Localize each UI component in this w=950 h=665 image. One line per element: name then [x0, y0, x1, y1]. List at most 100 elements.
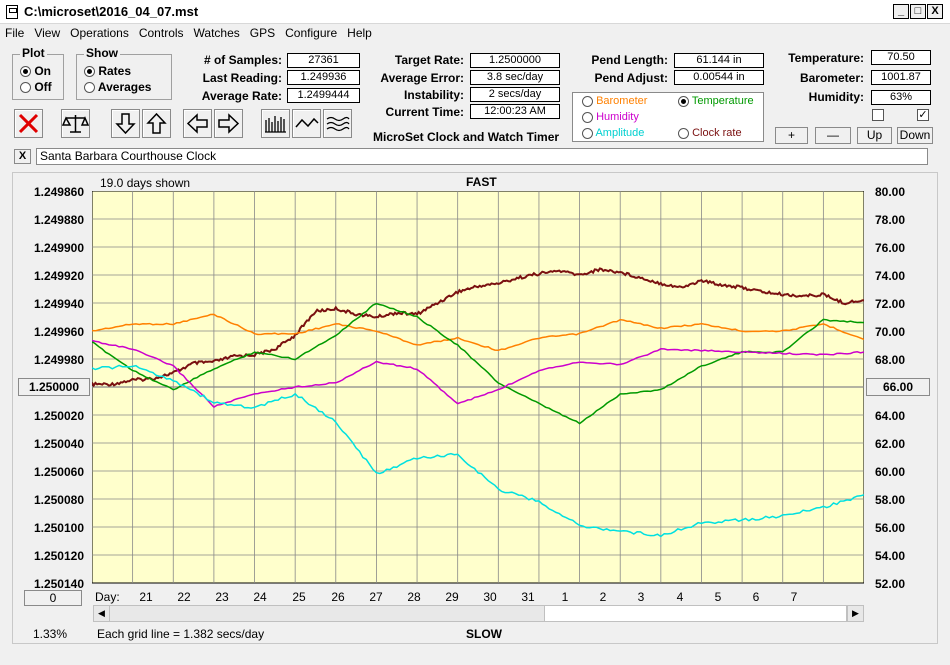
sensor-clockrate-option[interactable]: Clock rate — [678, 127, 742, 139]
plot-group-title: Plot — [20, 46, 47, 60]
arrow-up-button[interactable] — [142, 109, 171, 138]
day-label: Day: — [95, 590, 120, 604]
average-error-label: Average Error: — [380, 71, 464, 85]
show-group — [76, 54, 172, 100]
down-button[interactable]: Down — [897, 127, 933, 144]
y-left-tick: 1.250040 — [33, 437, 84, 451]
show-averages-option[interactable]: Averages — [84, 80, 151, 94]
x-tick: 7 — [790, 590, 798, 604]
x-tick: 22 — [177, 590, 191, 604]
rates-bars-button[interactable] — [261, 109, 290, 138]
multi-wave-button[interactable] — [323, 109, 352, 138]
last-reading-label: Last Reading: — [202, 71, 282, 85]
arrow-left-button[interactable] — [183, 109, 212, 138]
maximize-button[interactable]: □ — [910, 4, 926, 19]
menu-view[interactable]: View — [34, 26, 61, 40]
series-line-barometer — [92, 313, 864, 352]
menu-watches[interactable]: Watches — [193, 26, 240, 40]
show-group-title: Show — [84, 46, 120, 60]
sensor-barometer-option[interactable]: Barometer — [582, 95, 647, 107]
clear-button[interactable] — [14, 109, 43, 138]
x-tick: 5 — [714, 590, 722, 604]
show-rates-option[interactable]: Rates — [84, 64, 131, 78]
plus-button[interactable]: + — [775, 127, 808, 144]
x-tick: 31 — [521, 590, 535, 604]
note-input[interactable]: Santa Barbara Courthouse Clock — [36, 148, 928, 165]
y-left-tick: 1.249860 — [33, 185, 84, 199]
sensor-humidity-option[interactable]: Humidity — [582, 111, 639, 123]
y-left-tick: 1.249960 — [33, 325, 84, 339]
menu-controls[interactable]: Controls — [138, 26, 184, 40]
arrow-down-button[interactable] — [111, 109, 140, 138]
window-title: C:\microset\2016_04_07.mst — [24, 4, 199, 19]
x-tick: 1 — [561, 590, 569, 604]
sensor-humidity-radio[interactable] — [582, 111, 593, 123]
sensor-temperature-label: Temperature — [691, 95, 754, 107]
menu-file[interactable]: File — [5, 26, 25, 40]
x-tick: 27 — [369, 590, 383, 604]
temperature-label: Temperature: — [788, 51, 864, 65]
minimize-button[interactable]: _ — [893, 4, 909, 19]
menu-help[interactable]: Help — [347, 26, 372, 40]
average-rate-label: Average Rate: — [201, 89, 282, 103]
balance-scale-icon — [62, 115, 89, 133]
series-line-temperature — [92, 302, 864, 425]
y-left-tick: 1.249940 — [33, 297, 84, 311]
app-caption: MicroSet Clock and Watch Timer — [373, 130, 560, 144]
plot-on-radio[interactable] — [20, 66, 31, 78]
app-icon[interactable] — [6, 5, 18, 19]
sensor-temperature-option[interactable]: Temperature — [678, 95, 754, 107]
sensor-select-box — [572, 92, 764, 142]
y-left-tick: 1.250140 — [33, 577, 84, 591]
minus-button[interactable]: — — [815, 127, 851, 144]
y-left-tick: 1.250080 — [33, 493, 84, 507]
arrow-left-icon — [186, 113, 208, 134]
show-averages-radio[interactable] — [84, 82, 95, 94]
offset-button[interactable]: 0 — [24, 590, 82, 606]
show-averages-label: Averages — [97, 80, 152, 94]
plot-off-option[interactable]: Off — [20, 80, 52, 94]
scroll-left-arrow-icon[interactable]: ◀ — [94, 606, 110, 621]
series-line-amplitude — [92, 364, 864, 538]
average-error-value: 3.8 sec/day — [470, 70, 560, 85]
menu-configure[interactable]: Configure — [285, 26, 338, 40]
arrow-right-button[interactable] — [214, 109, 243, 138]
scroll-right-arrow-icon[interactable]: ▶ — [847, 606, 863, 621]
multi-wave-icon — [326, 116, 350, 132]
horizontal-scrollbar[interactable]: ◀ ▶ — [93, 605, 864, 622]
balance-button[interactable] — [61, 109, 90, 138]
note-close-button[interactable]: X — [14, 149, 31, 164]
y-right-tick: 62.00 — [875, 437, 906, 451]
barometer-value: 1001.87 — [871, 70, 931, 85]
x-tick: 23 — [215, 590, 229, 604]
close-button[interactable]: X — [927, 4, 943, 19]
x-tick: 29 — [445, 590, 459, 604]
rate-chart — [92, 191, 864, 584]
wave-button[interactable] — [292, 109, 321, 138]
right-axis-center-button[interactable]: 66.00 — [866, 378, 930, 396]
sensor-clockrate-radio[interactable] — [678, 127, 689, 139]
up-button[interactable]: Up — [857, 127, 892, 144]
menu-operations[interactable]: Operations — [70, 26, 129, 40]
sensor-amplitude-radio[interactable] — [582, 127, 593, 139]
plot-off-radio[interactable] — [20, 82, 31, 94]
option-checkbox-2[interactable]: ✓ — [917, 109, 929, 121]
sensor-amplitude-option[interactable]: Amplitude — [582, 127, 644, 139]
option-checkbox-1[interactable] — [872, 109, 884, 121]
sensor-barometer-label: Barometer — [596, 95, 648, 107]
plot-on-label: On — [34, 64, 52, 78]
sensor-temperature-radio[interactable] — [678, 95, 689, 107]
plot-on-option[interactable]: On — [20, 64, 51, 78]
sensor-barometer-radio[interactable] — [582, 95, 593, 107]
y-right-tick: 76.00 — [875, 241, 906, 255]
sensor-humidity-label: Humidity — [596, 111, 639, 123]
menu-gps[interactable]: GPS — [249, 26, 276, 40]
scroll-thumb[interactable] — [544, 606, 847, 621]
rate-center-button[interactable]: 1.250000 — [18, 378, 90, 396]
target-rate-value: 1.2500000 — [470, 53, 560, 68]
grid — [92, 191, 864, 583]
show-rates-radio[interactable] — [84, 66, 95, 78]
x-tick: 24 — [253, 590, 267, 604]
pend-length-label: Pend Length: — [591, 53, 668, 67]
x-tick: 3 — [637, 590, 645, 604]
